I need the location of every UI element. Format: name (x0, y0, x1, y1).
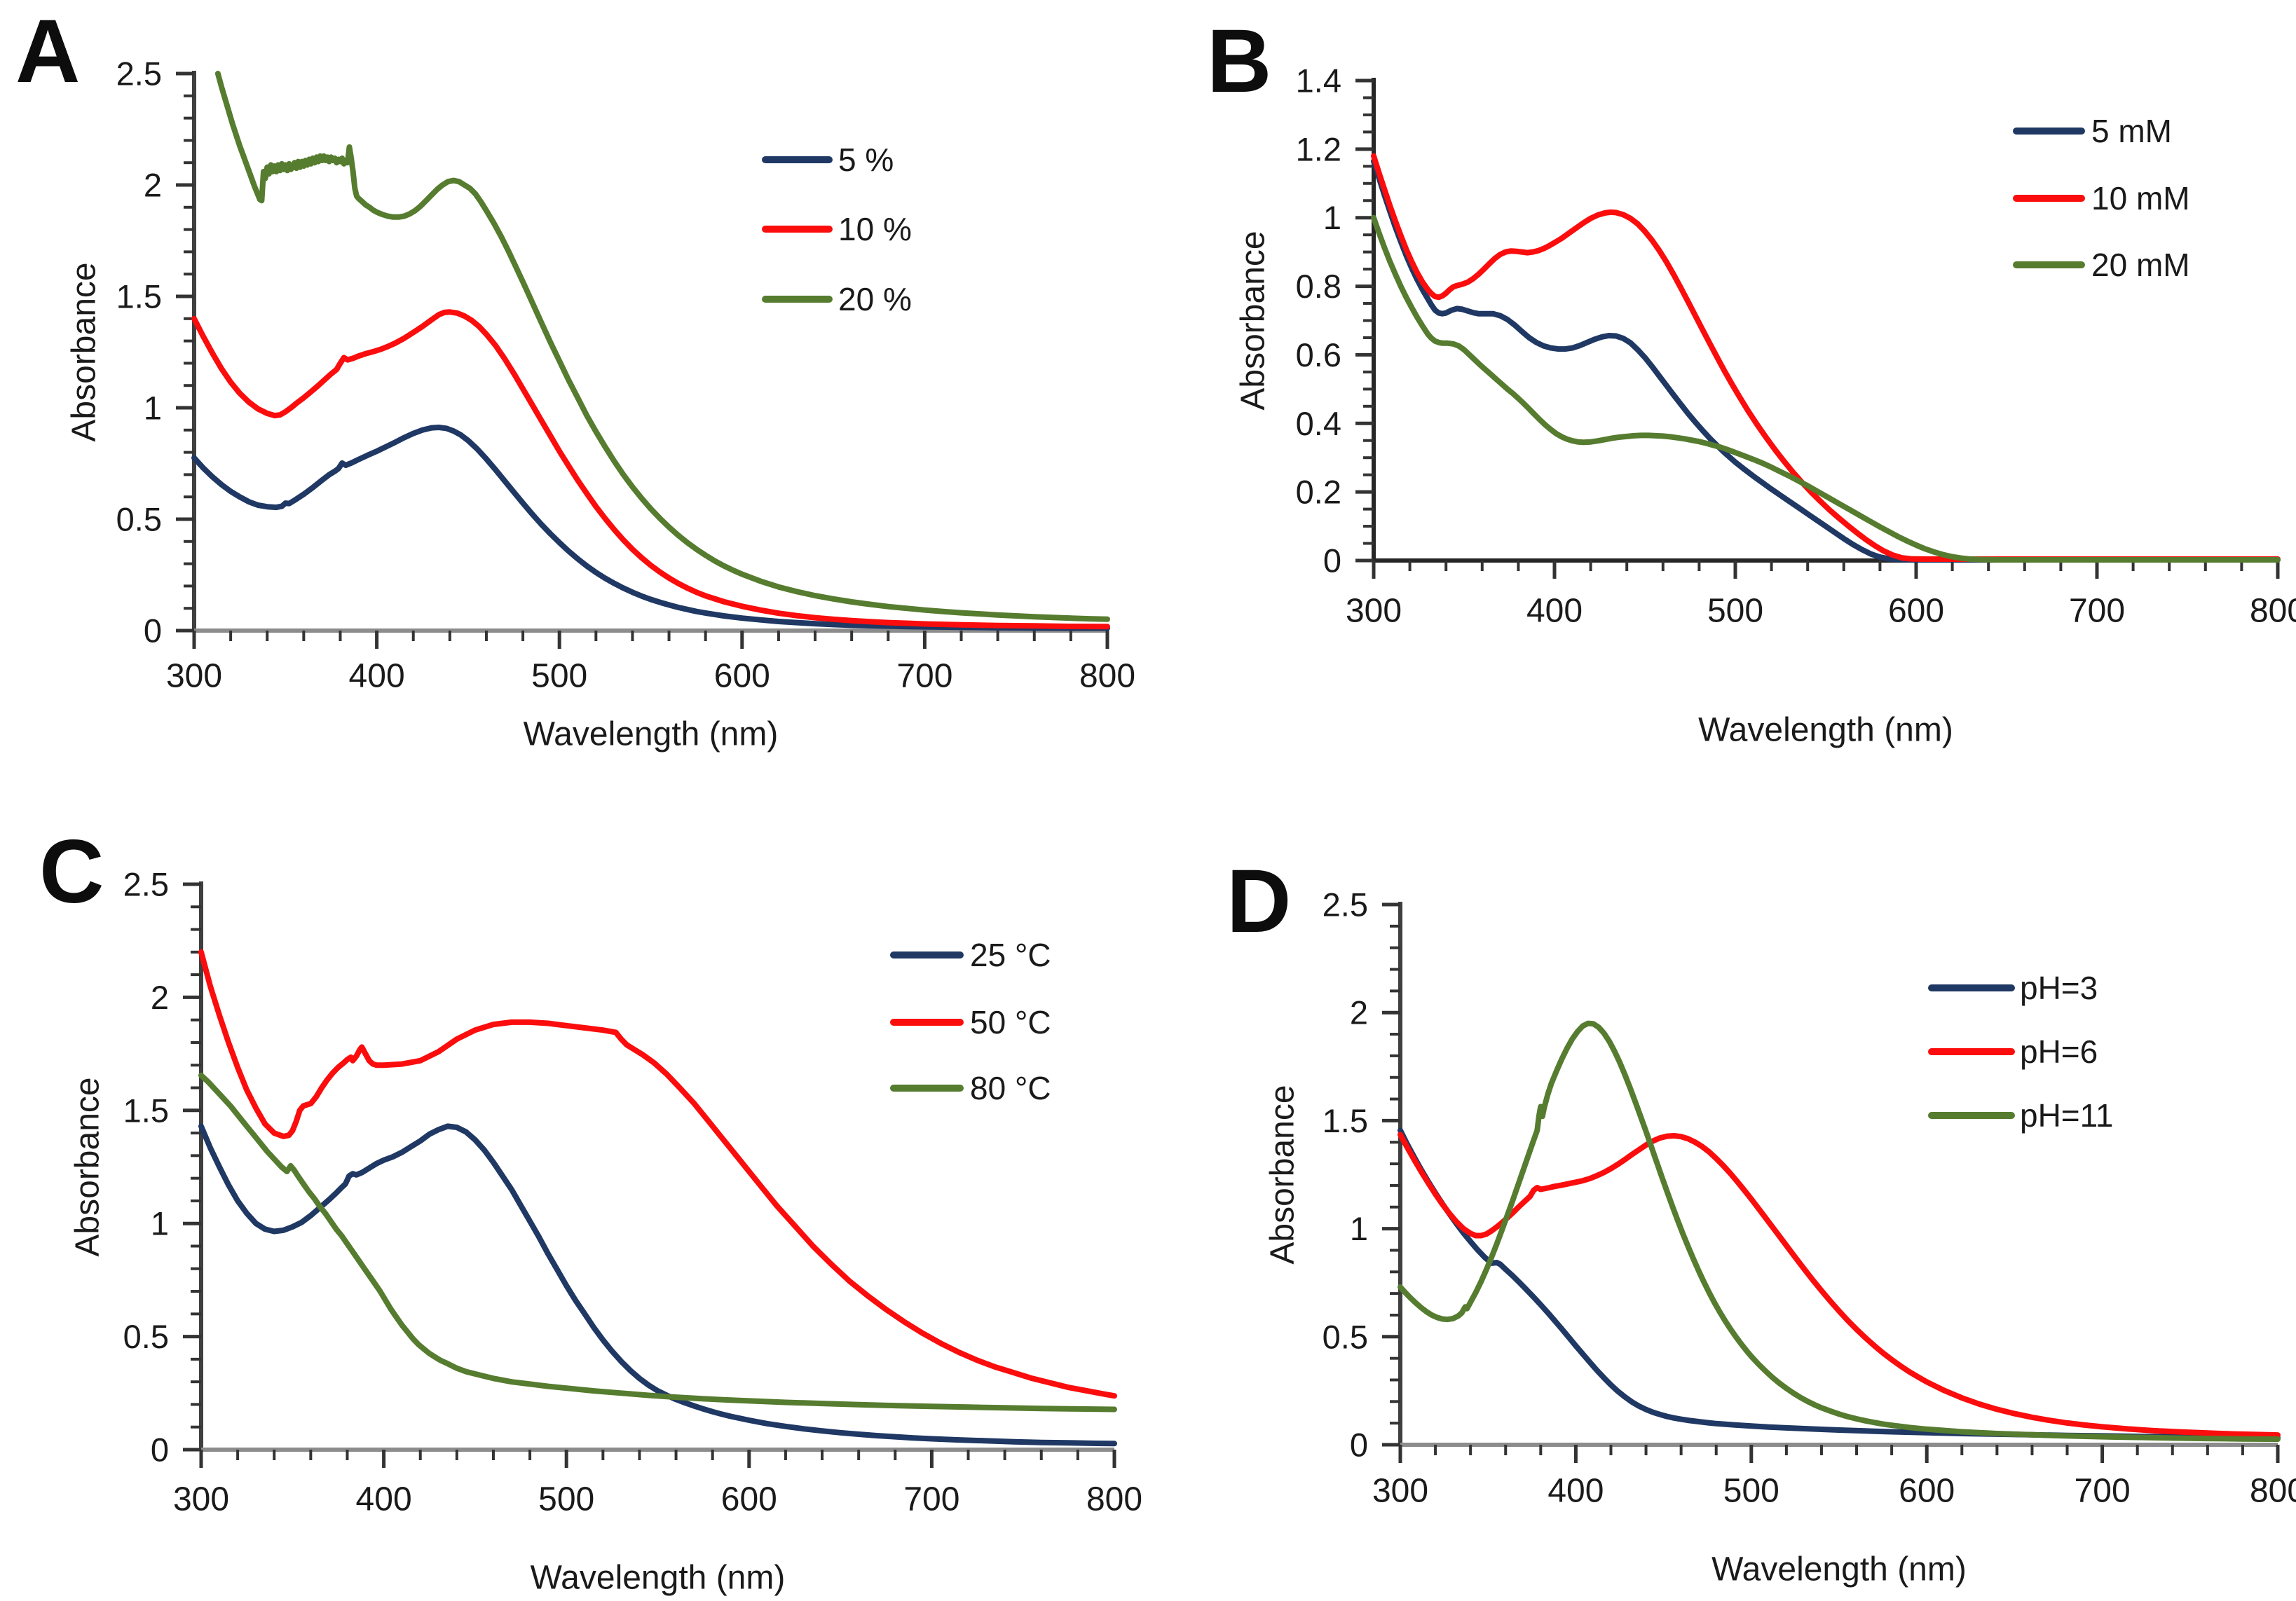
x-tick-label: 800 (1086, 1481, 1142, 1518)
x-tick-label: 400 (1526, 593, 1583, 630)
x-tick-label: 800 (2250, 593, 2296, 630)
y-tick-label: 1 (144, 390, 162, 427)
panel-label-D: D (1226, 851, 1292, 951)
x-tick-label: 500 (538, 1481, 594, 1518)
y-tick-label: 1.5 (116, 278, 162, 315)
y-tick-label: 1.5 (123, 1092, 169, 1129)
x-tick-label: 700 (896, 658, 952, 695)
series-curve-10-mm (1371, 153, 2281, 562)
spectra-plot-A: 0 0.5 1 1.5 2 2.5 300 400 500 600 700 800 Wavelength… (66, 55, 1136, 753)
x-axis-title: Wavelength (nm) (524, 716, 779, 753)
x-tick-label: 800 (1079, 658, 1135, 695)
series-curve-5- (191, 425, 1110, 631)
legend-label: 10 mM (2091, 180, 2190, 217)
x-tick-label: 300 (166, 658, 222, 695)
x-tick-label: 600 (714, 658, 770, 695)
x-tick-label: 500 (1723, 1473, 1779, 1510)
x-tick-label: 800 (2250, 1473, 2296, 1510)
x-tick-label: 700 (2075, 1473, 2131, 1510)
spectra-plot-C: 0 0.5 1 1.5 2 2.5 300 400 500 600 700 800 Wavelength… (69, 866, 1143, 1597)
y-tick-label: 2.5 (116, 55, 162, 92)
y-tick-label: 1.2 (1296, 130, 1341, 167)
y-tick-label: 1.4 (1296, 62, 1341, 99)
y-axis-title: Absorbance (1235, 231, 1272, 410)
y-tick-label: 0 (1323, 542, 1341, 579)
y-tick-label: 1 (1350, 1210, 1368, 1247)
y-tick-label: 2 (151, 979, 169, 1016)
y-tick-label: 2.5 (123, 866, 169, 903)
x-tick-label: 600 (721, 1481, 777, 1518)
legend-label: pH=11 (2020, 1097, 2113, 1134)
y-tick-label: 2 (144, 167, 162, 204)
y-tick-label: 0.5 (116, 501, 162, 538)
y-axis-title: Absorbance (69, 1077, 107, 1256)
panel-label-B: B (1207, 11, 1272, 111)
legend-label: 25 °C (970, 937, 1051, 973)
series-curve-20-mm (1371, 214, 2281, 563)
y-tick-label: 1 (151, 1205, 169, 1242)
spectra-plot-D: 0 0.5 1 1.5 2 2.5 300 400 500 600 700 800 Wavelength… (1264, 886, 2296, 1588)
x-axis-title: Wavelength (nm) (1711, 1551, 1967, 1588)
series-curve-25-c (198, 1123, 1117, 1447)
series-curve-5-mm (1371, 158, 2281, 563)
panel-D: D 0 0.5 1 1.5 2 2.5 300 400 500 600 700 800 Waveleng… (1148, 801, 2296, 1601)
y-tick-label: 0.2 (1296, 474, 1341, 511)
legend-label: 10 % (838, 211, 912, 247)
x-axis-title: Wavelength (nm) (531, 1560, 786, 1597)
legend-label: 20 mM (2091, 247, 2190, 283)
y-tick-label: 0.6 (1296, 336, 1341, 373)
y-tick-label: 0 (1350, 1427, 1368, 1464)
legend-label: pH=6 (2020, 1033, 2098, 1070)
series-curve-20- (214, 71, 1110, 622)
panel-B: B 0 0.2 0.4 0.6 0.8 1 1.2 1.4 300 400 500 600 700 800… (1148, 0, 2296, 800)
series-curve-10- (191, 309, 1110, 630)
y-tick-label: 1 (1323, 199, 1341, 236)
legend-label: pH=3 (2020, 970, 2098, 1006)
series-curve-ph-11 (1398, 1020, 2281, 1442)
x-tick-label: 300 (1346, 593, 1402, 630)
x-tick-label: 400 (356, 1481, 412, 1518)
y-tick-label: 2 (1350, 994, 1368, 1031)
y-tick-label: 0.8 (1296, 268, 1341, 305)
y-tick-label: 2.5 (1323, 886, 1368, 923)
y-tick-label: 0 (144, 612, 162, 650)
panel-label-C: C (39, 822, 104, 922)
series-curve-50-c (198, 949, 1117, 1399)
series-curve-ph-6 (1398, 1132, 2281, 1438)
x-axis-title: Wavelength (nm) (1698, 712, 1953, 749)
legend-label: 20 % (838, 281, 912, 317)
series-curve-80-c (198, 1072, 1117, 1413)
x-tick-label: 700 (2069, 593, 2125, 630)
panel-label-A: A (15, 1, 81, 102)
x-tick-label: 600 (1888, 593, 1944, 630)
y-axis-title: Absorbance (1264, 1085, 1301, 1264)
y-tick-label: 0.4 (1296, 405, 1341, 442)
panel-C: C 0 0.5 1 1.5 2 2.5 300 400 500 600 700 800 Waveleng… (0, 801, 1148, 1601)
y-tick-label: 1.5 (1323, 1102, 1368, 1139)
legend-label: 5 mM (2091, 113, 2172, 149)
x-tick-label: 700 (903, 1481, 959, 1518)
legend-label: 5 % (838, 142, 894, 178)
x-tick-label: 500 (1707, 593, 1763, 630)
series-curve-ph-3 (1398, 1127, 2281, 1441)
y-tick-label: 0 (151, 1431, 169, 1469)
x-tick-label: 300 (1372, 1473, 1428, 1510)
x-tick-label: 300 (173, 1481, 229, 1518)
legend-label: 80 °C (970, 1070, 1051, 1106)
y-tick-label: 0.5 (123, 1318, 169, 1355)
y-axis-title: Absorbance (66, 262, 103, 441)
x-tick-label: 600 (1899, 1473, 1955, 1510)
spectra-plot-B: 0 0.2 0.4 0.6 0.8 1 1.2 1.4 300 400 500 600 700 800 Wa… (1235, 62, 2296, 749)
panel-A: A 0 0.5 1 1.5 2 2.5 300 400 500 600 700 800 Waveleng… (0, 0, 1148, 800)
x-tick-label: 400 (349, 658, 405, 695)
y-tick-label: 0.5 (1323, 1318, 1368, 1355)
x-tick-label: 400 (1547, 1473, 1604, 1510)
x-tick-label: 500 (531, 658, 587, 695)
legend-label: 50 °C (970, 1004, 1051, 1040)
